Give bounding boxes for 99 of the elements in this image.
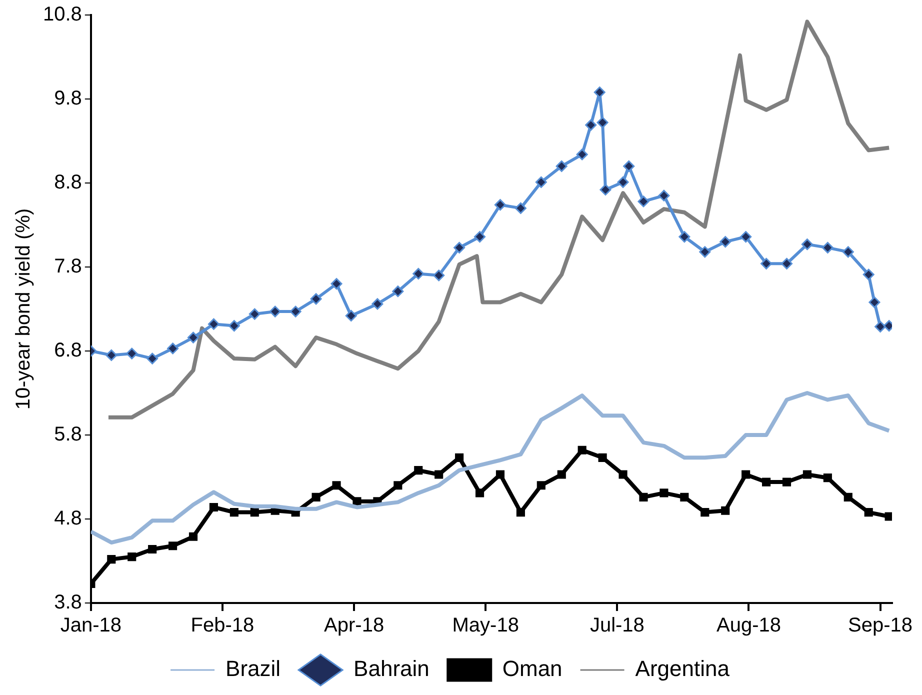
- y-tick-label: 4.8: [54, 508, 82, 530]
- point: [760, 258, 772, 270]
- point: [782, 478, 792, 486]
- point: [455, 453, 464, 462]
- point: [107, 555, 116, 564]
- point: [434, 470, 444, 479]
- point: [128, 552, 136, 562]
- x-tick-label: Sep-18: [848, 614, 913, 637]
- point: [638, 196, 650, 208]
- point: [884, 512, 892, 521]
- legend-label: Argentina: [635, 656, 730, 682]
- point: [188, 532, 198, 541]
- point: [660, 488, 668, 498]
- point: [392, 286, 404, 298]
- y-tick-label: 5.8: [54, 424, 82, 446]
- y-tick-label: 7.8: [54, 256, 82, 278]
- point: [352, 497, 362, 506]
- point: [269, 306, 281, 318]
- point: [146, 352, 158, 364]
- point: [209, 502, 218, 512]
- point: [680, 492, 689, 502]
- x-tick-label: Aug-18: [716, 614, 781, 637]
- point: [330, 278, 342, 290]
- point: [801, 238, 813, 250]
- point: [623, 160, 635, 172]
- point: [228, 320, 240, 332]
- point: [864, 508, 873, 517]
- y-tick-label: 3.8: [54, 592, 82, 614]
- point: [578, 446, 586, 454]
- point: [639, 492, 648, 502]
- x-tick-label: Feb-18: [190, 614, 254, 637]
- point: [332, 481, 341, 490]
- point: [823, 474, 832, 482]
- x-tick-label: Jul-18: [590, 614, 644, 637]
- point: [167, 342, 179, 354]
- point: [208, 318, 220, 330]
- point: [248, 308, 260, 320]
- point: [874, 320, 886, 332]
- point: [514, 202, 526, 214]
- point: [740, 231, 752, 243]
- y-tick-label: 8.8: [54, 172, 82, 194]
- point: [536, 481, 546, 490]
- point: [474, 231, 486, 243]
- point: [720, 236, 732, 248]
- point: [394, 481, 402, 490]
- point: [168, 542, 178, 550]
- point: [496, 470, 505, 479]
- point: [188, 332, 200, 344]
- point: [762, 478, 771, 486]
- point: [699, 246, 711, 258]
- x-tick-label: Apr-18: [324, 614, 384, 637]
- point: [372, 298, 384, 310]
- point: [230, 508, 238, 517]
- legend-label: Bahrain: [354, 656, 430, 682]
- point: [126, 348, 138, 360]
- point: [310, 293, 322, 305]
- point: [600, 184, 612, 196]
- x-tick-label: May-18: [452, 614, 519, 637]
- point: [802, 470, 812, 479]
- point: [516, 508, 525, 517]
- point: [658, 190, 670, 202]
- y-tick-label: 9.8: [54, 88, 82, 110]
- point: [700, 508, 710, 517]
- point: [742, 470, 750, 479]
- point: [556, 160, 568, 172]
- point: [678, 231, 690, 243]
- point: [433, 270, 445, 282]
- legend-label: Oman: [502, 656, 562, 682]
- point: [617, 176, 629, 188]
- point: [781, 258, 792, 270]
- point: [414, 466, 423, 475]
- point: [454, 242, 466, 254]
- point: [618, 470, 628, 479]
- point: [312, 492, 320, 502]
- y-tick-label: 6.8: [54, 340, 82, 362]
- point: [290, 306, 302, 318]
- y-tick-label: 10.8: [42, 4, 82, 26]
- x-tick-label: Jan-18: [60, 614, 122, 637]
- y-axis-title: 10-year bond yield (%): [12, 208, 35, 410]
- point: [721, 506, 730, 515]
- point: [412, 268, 424, 280]
- point: [250, 508, 259, 517]
- point: [494, 199, 506, 211]
- point: [822, 242, 834, 254]
- point: [345, 310, 357, 322]
- legend-label: Brazil: [226, 656, 281, 682]
- point: [106, 349, 118, 361]
- point: [148, 544, 157, 554]
- point: [535, 176, 547, 188]
- point: [598, 453, 607, 462]
- point: [585, 119, 597, 131]
- point: [868, 296, 880, 308]
- point: [862, 268, 874, 280]
- point: [475, 488, 484, 498]
- point: [596, 116, 608, 128]
- point: [576, 148, 588, 160]
- point: [842, 246, 854, 258]
- point: [557, 470, 566, 479]
- point: [844, 492, 852, 502]
